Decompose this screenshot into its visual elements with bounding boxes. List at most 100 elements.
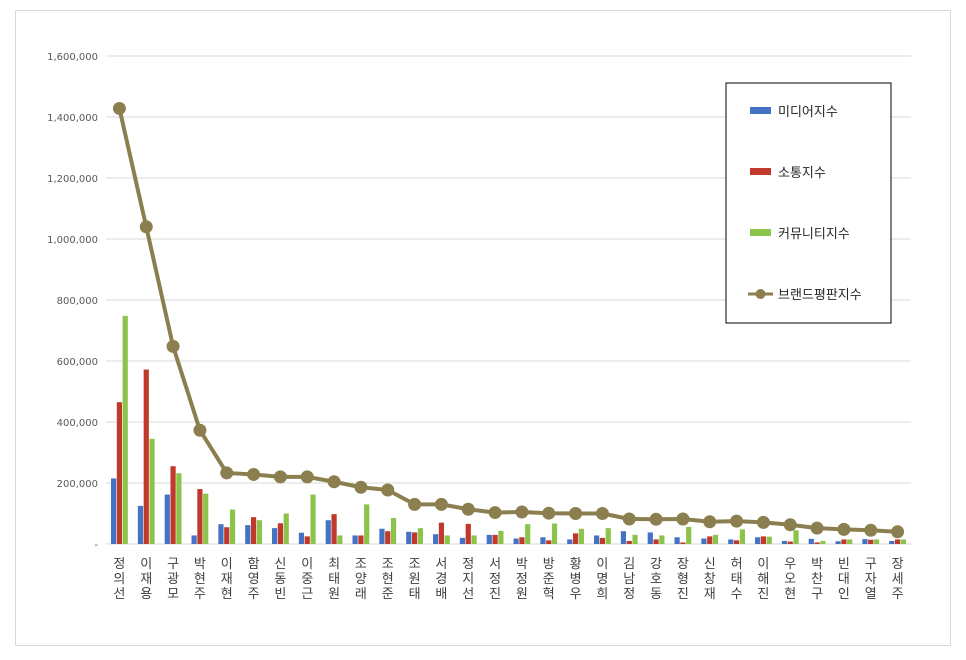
bar-1 bbox=[298, 532, 305, 544]
bar-2 bbox=[358, 535, 364, 544]
bar-3 bbox=[390, 518, 397, 544]
bar-1 bbox=[701, 538, 707, 544]
brand-index-point bbox=[408, 497, 422, 511]
bar-1 bbox=[164, 494, 170, 544]
bar-2 bbox=[787, 541, 793, 544]
bar-2 bbox=[170, 466, 176, 544]
bar-3 bbox=[417, 528, 423, 544]
bar-2 bbox=[546, 540, 552, 544]
brand-index-point bbox=[703, 515, 717, 529]
bar-1 bbox=[862, 539, 868, 544]
brand-index-point bbox=[837, 522, 851, 536]
bar-2 bbox=[599, 537, 606, 544]
brand-index-point bbox=[461, 502, 475, 516]
brand-index-point bbox=[220, 466, 234, 480]
bar-3 bbox=[551, 523, 558, 544]
bar-3 bbox=[900, 539, 906, 544]
bar-2 bbox=[277, 523, 284, 544]
y-tick-label: 400,000 bbox=[57, 418, 98, 429]
brand-index-point bbox=[112, 101, 126, 115]
bar-2 bbox=[519, 537, 525, 544]
bar-3 bbox=[659, 535, 665, 544]
bar-3 bbox=[686, 526, 692, 544]
bar-1 bbox=[137, 505, 144, 544]
bar-2 bbox=[331, 514, 337, 544]
bar-2 bbox=[385, 531, 391, 544]
bar-1 bbox=[325, 520, 331, 544]
bar-1 bbox=[647, 532, 653, 544]
y-tick-label: 600,000 bbox=[57, 357, 98, 368]
bar-1 bbox=[835, 541, 841, 544]
bar-3 bbox=[444, 535, 450, 544]
bar-3 bbox=[766, 536, 772, 544]
bar-2 bbox=[626, 540, 632, 544]
brand-index-point bbox=[595, 507, 609, 520]
bar-1 bbox=[728, 539, 734, 544]
brand-index-point bbox=[542, 506, 556, 520]
bar-3 bbox=[578, 528, 584, 544]
y-tick-label: 800,000 bbox=[57, 296, 98, 307]
bar-2 bbox=[465, 523, 471, 544]
brand-index-point bbox=[730, 514, 744, 528]
legend-label: 브랜드평판지수 bbox=[778, 288, 862, 303]
bar-1 bbox=[567, 539, 573, 544]
bar-3 bbox=[203, 493, 209, 544]
bar-2 bbox=[707, 536, 713, 544]
bar-3 bbox=[149, 438, 155, 544]
bar-2 bbox=[814, 542, 820, 544]
bar-3 bbox=[256, 520, 262, 544]
bar-2 bbox=[304, 536, 310, 544]
bar-3 bbox=[283, 513, 289, 544]
bar-3 bbox=[229, 509, 236, 544]
brand-index-point bbox=[354, 480, 368, 494]
brand-index-point bbox=[193, 423, 207, 437]
y-tick-label: 1,200,000 bbox=[47, 174, 98, 185]
bar-3 bbox=[820, 540, 826, 544]
brand-index-point bbox=[273, 470, 287, 484]
legend-swatch bbox=[750, 168, 771, 175]
brand-index-point bbox=[434, 497, 448, 511]
legend-label: 미디어지수 bbox=[778, 105, 838, 120]
bar-3 bbox=[873, 539, 880, 544]
brand-index-point bbox=[649, 512, 663, 526]
brand-index-point bbox=[569, 507, 583, 520]
bar-1 bbox=[218, 524, 224, 544]
bar-1 bbox=[513, 538, 519, 544]
bar-2 bbox=[653, 539, 659, 544]
legend-label: 커뮤니티지수 bbox=[778, 227, 850, 242]
bar-1 bbox=[111, 478, 117, 544]
brand-index-point bbox=[488, 506, 502, 520]
bar-2 bbox=[894, 539, 901, 544]
bar-2 bbox=[411, 532, 418, 544]
bar-1 bbox=[674, 537, 680, 544]
bar-3 bbox=[498, 530, 504, 544]
legend-label: 소통지수 bbox=[778, 166, 826, 181]
brand-index-point bbox=[247, 467, 261, 481]
bar-2 bbox=[572, 533, 579, 544]
bar-1 bbox=[781, 540, 788, 544]
bar-1 bbox=[406, 531, 412, 544]
brand-index-point bbox=[783, 518, 797, 532]
y-tick-label: - bbox=[94, 540, 98, 551]
